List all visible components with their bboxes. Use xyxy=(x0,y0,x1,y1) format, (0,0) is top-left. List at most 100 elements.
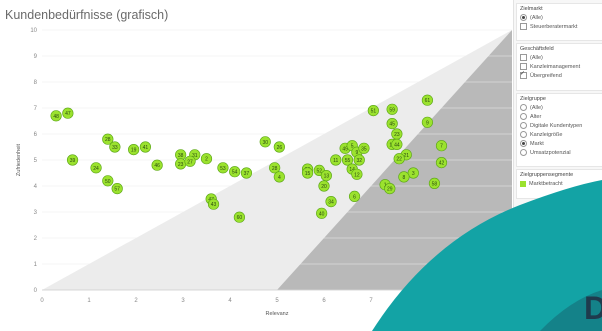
data-point xyxy=(341,154,354,166)
data-point-label: 14 xyxy=(349,167,355,173)
data-point-label: 15 xyxy=(305,171,311,177)
data-point-label: 41 xyxy=(143,145,149,151)
data-point xyxy=(325,196,337,208)
option-uebergreifend[interactable]: Übergreifend xyxy=(517,70,602,80)
data-point-label: 52 xyxy=(317,168,323,174)
x-tick-label: 2 xyxy=(134,298,138,304)
filter-zielgruppensegmente: Zielgruppensegmente Marktbetracht xyxy=(516,169,602,199)
data-point xyxy=(351,168,363,180)
y-tick-label: 1 xyxy=(34,262,38,268)
option-alter[interactable]: Alter xyxy=(517,112,602,121)
data-point-label: 13 xyxy=(324,174,330,180)
data-point xyxy=(407,167,419,179)
data-point-label: 29 xyxy=(387,187,393,193)
data-point xyxy=(217,162,229,174)
data-point-label: 30 xyxy=(262,140,268,146)
data-point xyxy=(318,180,330,192)
option-steuerberatermarkt[interactable]: Steuerberatermarkt xyxy=(517,22,602,31)
data-point xyxy=(435,140,448,152)
x-tick-label: 5 xyxy=(275,298,279,304)
data-point xyxy=(273,171,285,183)
data-point-label: 61 xyxy=(425,98,431,104)
data-point xyxy=(386,103,398,115)
data-point-label: 28 xyxy=(105,137,111,143)
checkbox[interactable] xyxy=(520,54,527,61)
y-tick-label: 4 xyxy=(34,184,38,190)
data-point-label: 55 xyxy=(345,158,351,164)
data-point-label: 45 xyxy=(389,122,395,128)
data-point xyxy=(184,155,196,167)
checkbox-checked[interactable] xyxy=(520,70,527,79)
filter-title: Zielgruppensegmente xyxy=(520,172,574,178)
data-point-label: 2 xyxy=(205,157,208,163)
radio[interactable] xyxy=(520,104,527,111)
data-point xyxy=(128,144,140,156)
data-point-label: 28 xyxy=(272,166,278,172)
option-kanzleimanagement[interactable]: Kanzleimanagement xyxy=(517,62,602,71)
x-tick-label: 1 xyxy=(87,298,91,304)
data-point xyxy=(259,136,271,148)
filter-zielmarkt: Zielmarkt (Alle) Steuerberatermarkt xyxy=(516,3,602,41)
data-point xyxy=(435,157,448,169)
data-point xyxy=(348,190,361,202)
data-point xyxy=(393,153,405,165)
option-umsatzpotenzial[interactable]: Umsatzpotenzial xyxy=(517,148,602,157)
data-point-label: 5 xyxy=(351,144,354,150)
data-point-label: 21 xyxy=(403,153,409,159)
data-point xyxy=(66,154,79,166)
x-tick-label: 3 xyxy=(181,298,185,304)
data-point xyxy=(269,162,281,174)
data-point-label: 4 xyxy=(278,175,281,181)
data-point xyxy=(90,162,102,174)
option-alle[interactable]: (Alle) xyxy=(517,13,602,22)
radio[interactable] xyxy=(520,149,527,156)
option-digitale-kundentypen[interactable]: Digitale Kundentypen xyxy=(517,121,602,130)
radio[interactable] xyxy=(520,131,527,138)
option-kanzleigroesse[interactable]: Kanzleigröße xyxy=(517,130,602,139)
data-point-label: 35 xyxy=(361,146,367,152)
data-point-label: 49 xyxy=(342,146,348,152)
data-point xyxy=(111,183,123,195)
data-point xyxy=(62,107,74,119)
radio[interactable] xyxy=(520,113,527,120)
data-point xyxy=(139,141,151,153)
y-axis-label: Zufriedenheit xyxy=(16,143,22,176)
data-point-label: 46 xyxy=(154,163,160,169)
overlay-letter: D xyxy=(584,290,602,326)
data-point xyxy=(353,154,365,166)
data-point-label: 11 xyxy=(333,158,338,164)
data-point xyxy=(273,141,285,153)
checkbox[interactable] xyxy=(520,23,527,30)
data-point-label: 9 xyxy=(356,150,359,156)
y-tick-label: 9 xyxy=(34,54,38,60)
checkbox[interactable] xyxy=(520,63,527,70)
data-point-label: 31 xyxy=(192,153,198,159)
data-point xyxy=(330,154,342,166)
filter-title: Geschäftsfeld xyxy=(520,46,554,52)
data-point xyxy=(50,110,62,122)
data-point-label: 38 xyxy=(178,153,184,159)
y-tick-label: 5 xyxy=(34,158,38,164)
option-markt[interactable]: Markt xyxy=(517,139,602,148)
data-point xyxy=(102,175,114,187)
data-point-label: 22 xyxy=(396,157,402,163)
data-point xyxy=(229,166,241,178)
option-alle[interactable]: (Alle) xyxy=(517,53,602,62)
radio-selected[interactable] xyxy=(520,14,527,21)
radio[interactable] xyxy=(520,122,527,129)
legend-item: Marktbetracht xyxy=(517,179,602,188)
data-point-label: 8 xyxy=(403,175,406,181)
data-point xyxy=(320,170,332,182)
data-point-label: 58 xyxy=(432,181,438,187)
option-alle[interactable]: (Alle) xyxy=(517,103,602,112)
y-tick-label: 7 xyxy=(34,106,38,112)
data-point-label: 43 xyxy=(211,202,217,208)
legend-swatch xyxy=(520,180,526,187)
data-point-label: 6 xyxy=(353,194,356,200)
radio-selected[interactable] xyxy=(520,140,527,147)
filter-title: Zielmarkt xyxy=(520,6,543,12)
filter-zielgruppe: Zielgruppe (Alle) Alter Digitale Kundent… xyxy=(516,93,602,167)
data-point-label: 27 xyxy=(187,159,193,165)
